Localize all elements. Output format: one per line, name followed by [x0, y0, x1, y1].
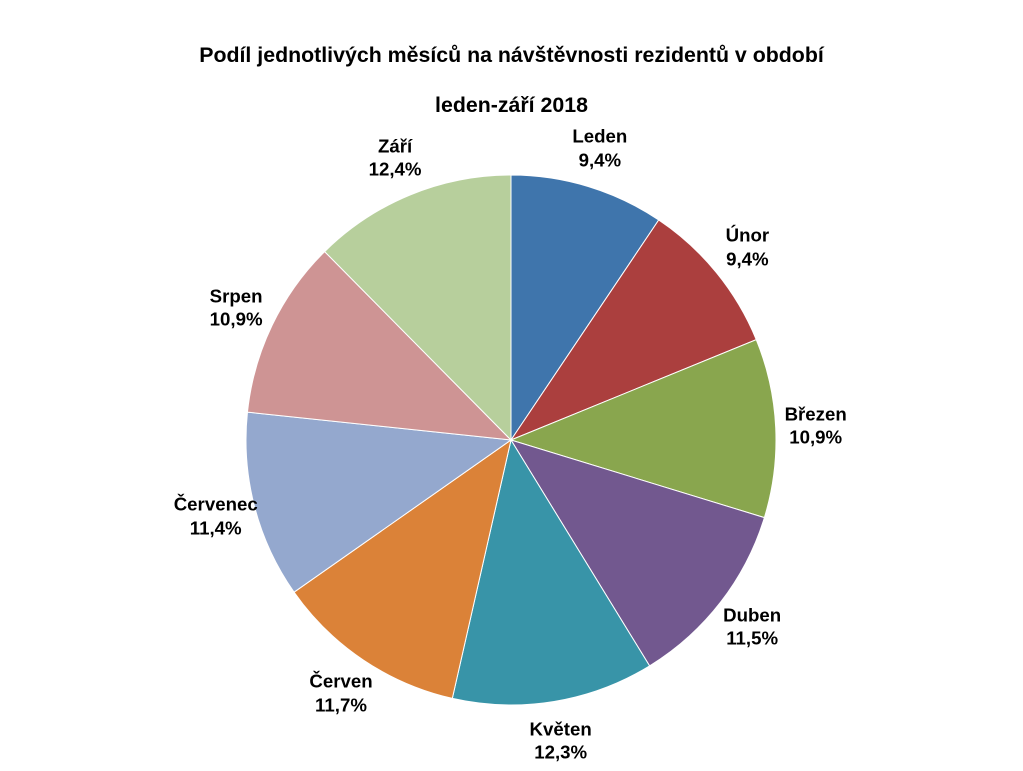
chart-container: Podíl jednotlivých měsíců na návštěvnost… [0, 0, 1023, 771]
pie-chart [0, 0, 1023, 771]
